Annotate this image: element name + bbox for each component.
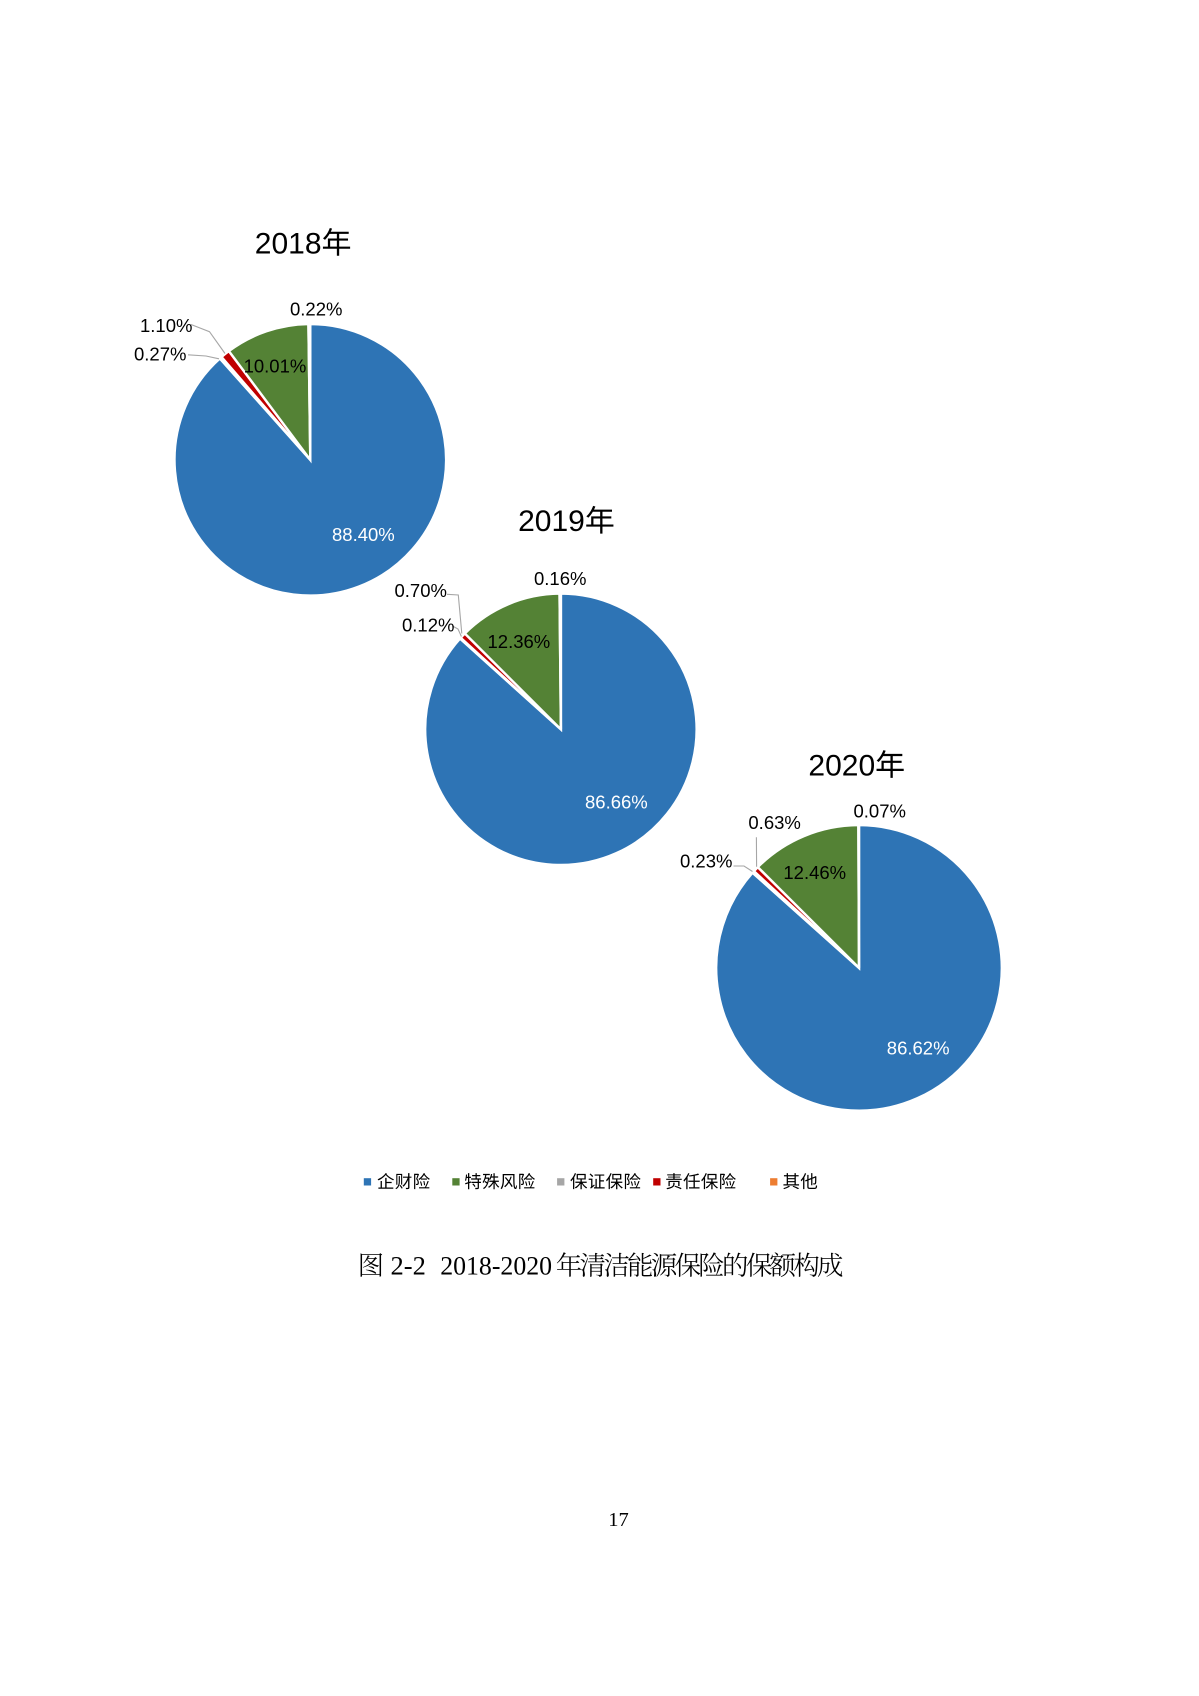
svg-text:1.10%: 1.10% [140, 315, 192, 336]
svg-text:0.07%: 0.07% [854, 801, 906, 822]
svg-text:2018-2020: 2018-2020 [440, 1251, 552, 1281]
svg-text:86.62%: 86.62% [887, 1037, 950, 1058]
svg-text:0.70%: 0.70% [395, 580, 447, 601]
svg-text:2018: 2018 [255, 227, 322, 260]
svg-text:0.27%: 0.27% [134, 344, 186, 365]
svg-text:2020: 2020 [808, 750, 875, 783]
svg-text:0.22%: 0.22% [290, 299, 342, 320]
svg-text:17: 17 [608, 1509, 629, 1531]
svg-text:2019: 2019 [518, 505, 585, 538]
svg-text:0.63%: 0.63% [748, 812, 800, 833]
svg-text:0.12%: 0.12% [402, 615, 454, 636]
svg-text:0.16%: 0.16% [534, 568, 586, 589]
svg-text:2-2: 2-2 [391, 1251, 426, 1281]
svg-text:10.01%: 10.01% [244, 356, 307, 377]
svg-text:12.36%: 12.36% [488, 631, 551, 652]
svg-text:88.40%: 88.40% [332, 524, 395, 545]
svg-text:12.46%: 12.46% [783, 862, 846, 883]
svg-text:0.23%: 0.23% [680, 851, 732, 872]
svg-text:86.66%: 86.66% [585, 792, 648, 813]
